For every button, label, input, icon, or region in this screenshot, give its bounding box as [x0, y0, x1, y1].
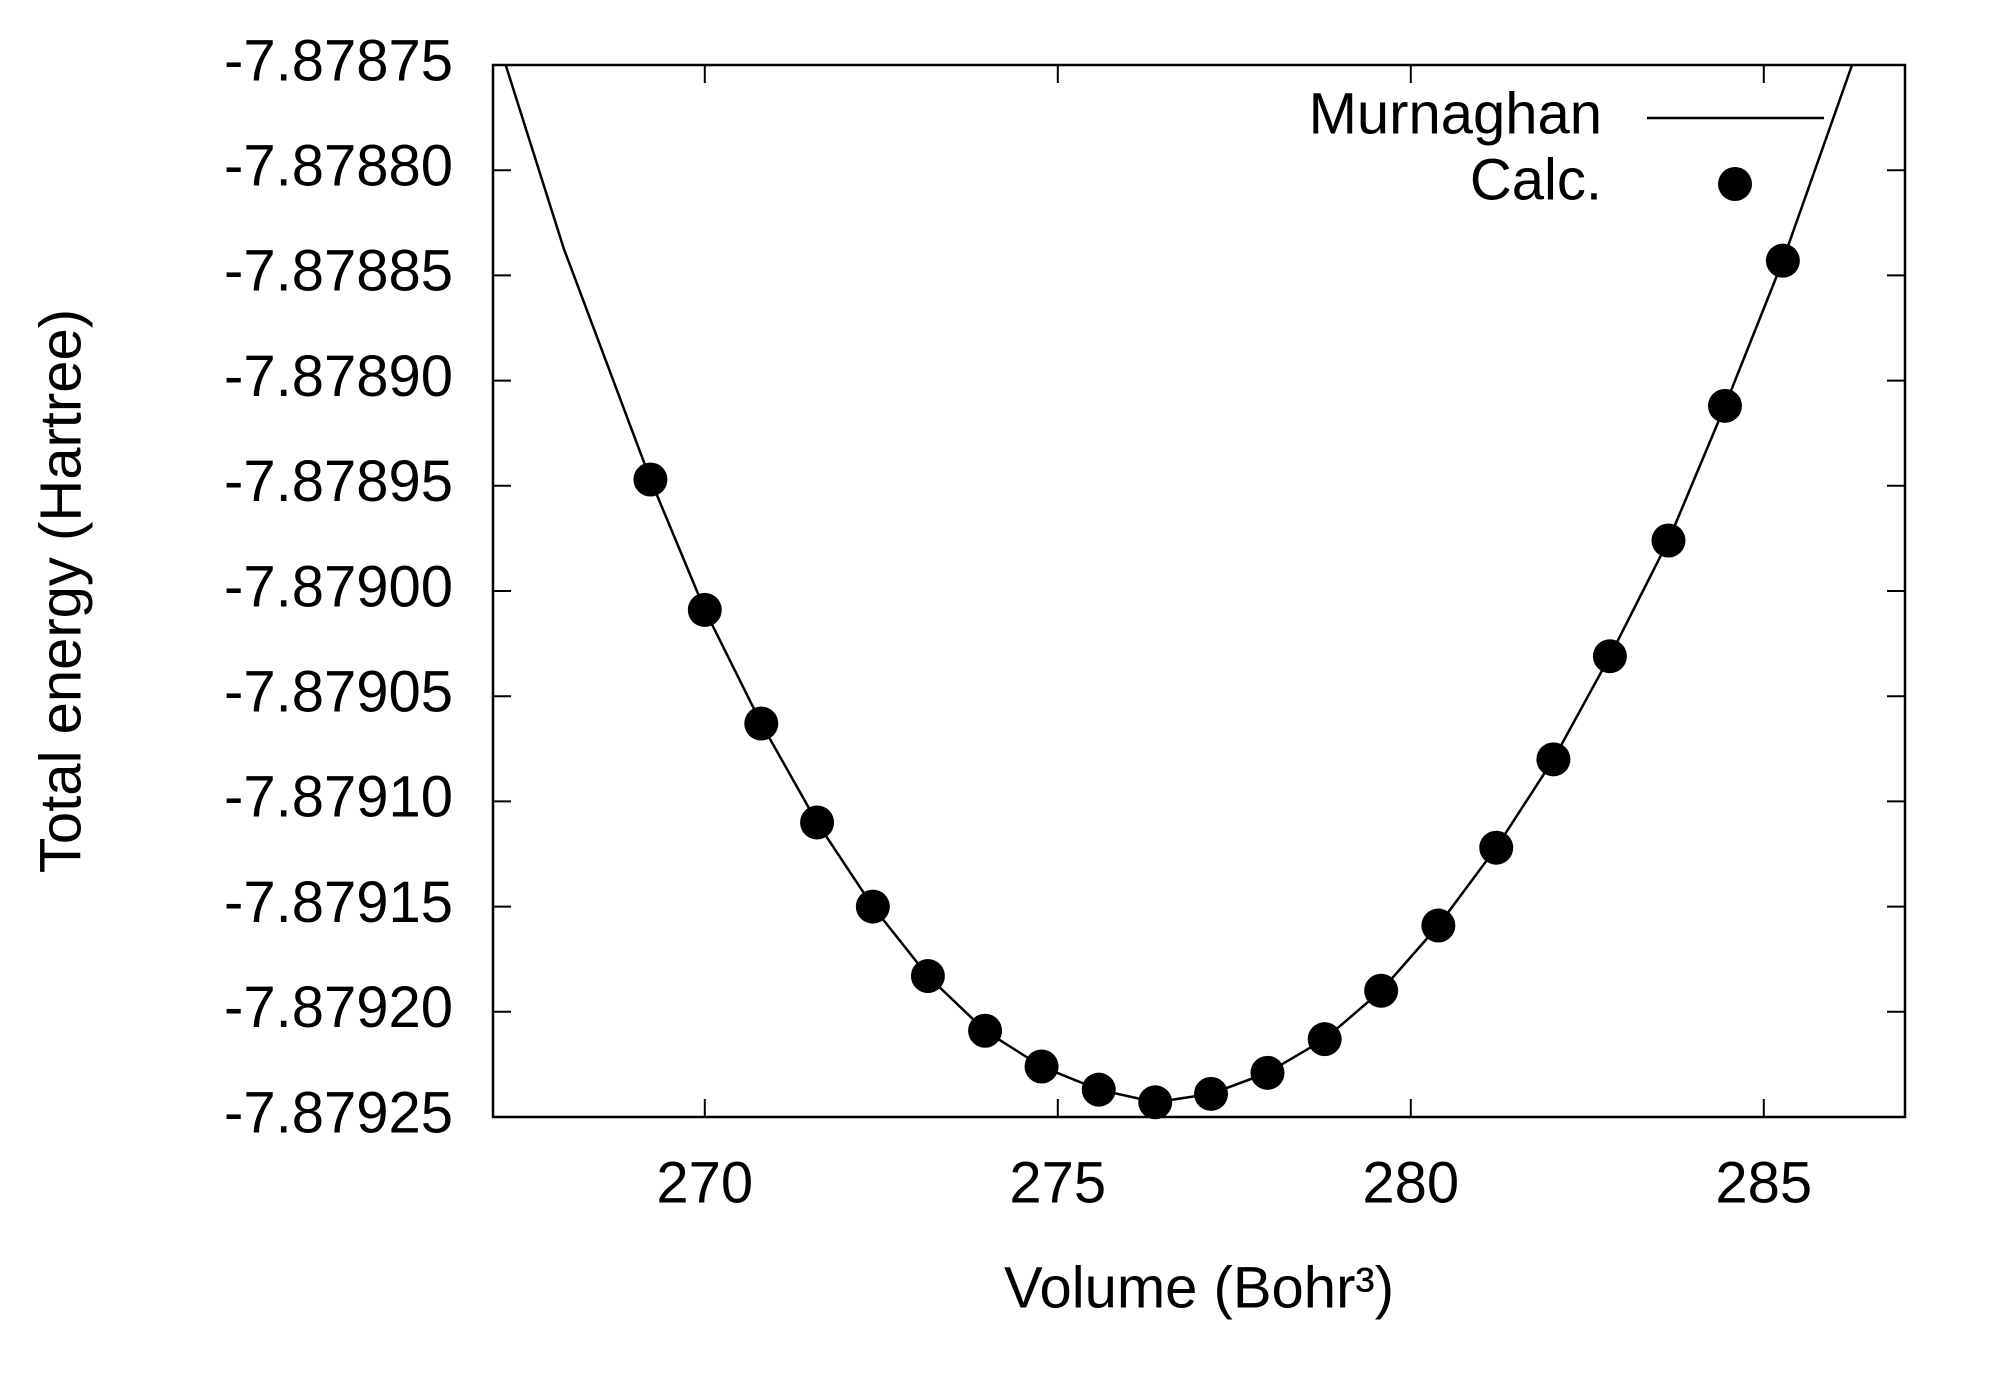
- y-tick-label: -7.87910: [224, 765, 453, 830]
- data-point: [1421, 908, 1456, 943]
- y-tick-label: -7.87900: [224, 554, 453, 619]
- data-point: [1250, 1055, 1285, 1090]
- data-point: [744, 706, 779, 741]
- y-tick-label: -7.87880: [224, 134, 453, 199]
- data-point: [1194, 1076, 1229, 1111]
- y-tick-label: -7.87905: [224, 660, 453, 725]
- x-axis-label: Volume (Bohr³): [1004, 1255, 1394, 1320]
- data-point: [1479, 830, 1514, 865]
- data-point: [1081, 1072, 1116, 1107]
- data-point: [1307, 1022, 1342, 1057]
- data-point: [910, 959, 945, 994]
- data-point: [1024, 1049, 1059, 1084]
- y-axis-label: Total energy (Hartree): [28, 309, 93, 873]
- data-point: [1364, 973, 1399, 1008]
- data-point: [1592, 639, 1627, 674]
- fit-curve: [504, 65, 1854, 1104]
- x-tick-label: 275: [1009, 1150, 1106, 1215]
- data-point: [687, 592, 722, 627]
- data-point: [1651, 523, 1686, 558]
- y-tick-label: -7.87895: [224, 449, 453, 514]
- data-point: [1138, 1085, 1173, 1120]
- x-tick-label: 280: [1362, 1150, 1459, 1215]
- data-point: [968, 1013, 1003, 1048]
- plot-frame: [491, 63, 1907, 1119]
- data-point: [855, 889, 890, 924]
- data-point: [1536, 742, 1571, 777]
- data-point: [1707, 388, 1742, 423]
- y-tick-label: -7.87920: [224, 975, 453, 1040]
- y-tick-label: -7.87915: [224, 870, 453, 935]
- y-tick-label: -7.87885: [224, 239, 453, 304]
- y-tick-label: -7.87875: [224, 28, 453, 93]
- data-point: [1765, 243, 1800, 278]
- y-tick-label: -7.87890: [224, 344, 453, 409]
- y-tick-label: -7.87925: [224, 1080, 453, 1145]
- x-tick-label: 285: [1715, 1150, 1812, 1215]
- data-point: [633, 462, 668, 497]
- legend-label: Murnaghan: [1309, 81, 1602, 146]
- legend-marker: [1718, 167, 1752, 201]
- legend-label: Calc.: [1470, 147, 1602, 212]
- x-tick-label: 270: [656, 1150, 753, 1215]
- data-point: [800, 805, 835, 840]
